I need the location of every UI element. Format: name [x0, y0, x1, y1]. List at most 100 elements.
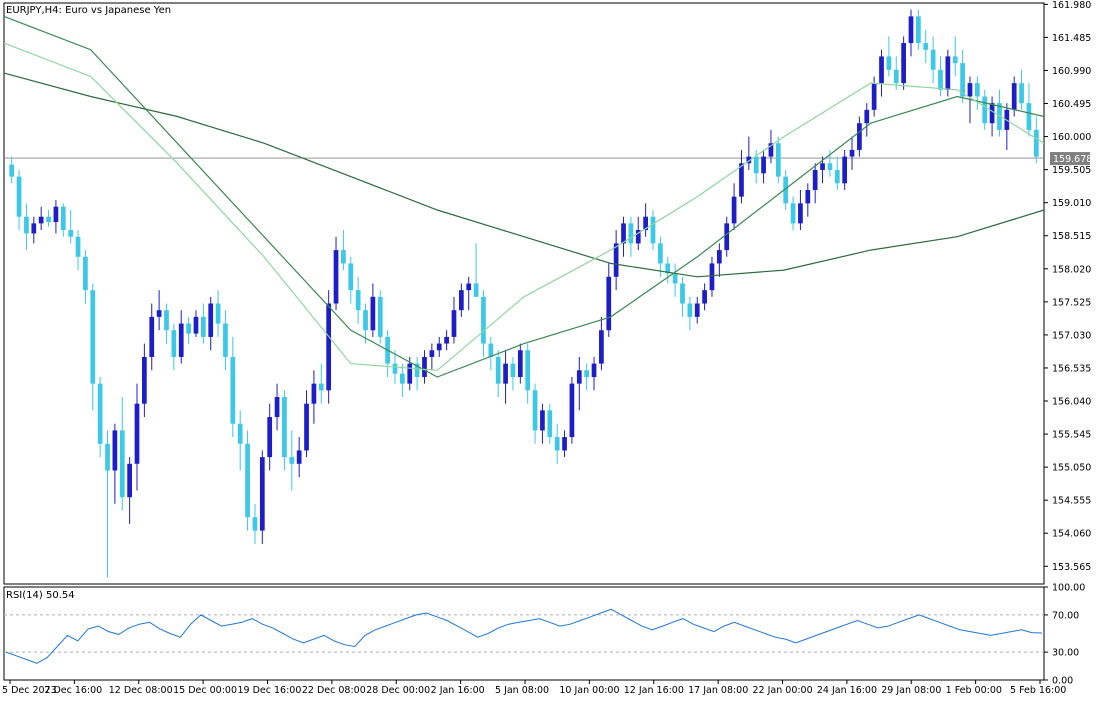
chart-title: EURJPY,H4: Euro vs Japanese Yen [6, 5, 171, 16]
bear-candle [997, 103, 1002, 130]
price-tick-label: 155.050 [1052, 463, 1091, 474]
bear-candle [237, 423, 243, 444]
bear-candle [75, 236, 81, 257]
time-tick-label: 5 Jan 08:00 [495, 685, 549, 696]
bull-candle [694, 303, 700, 317]
bull-candle [724, 223, 730, 251]
bull-candle [739, 163, 744, 197]
bull-candle [540, 410, 545, 431]
bear-candle [886, 56, 892, 70]
rsi-frame [3, 586, 1045, 681]
bear-candle [665, 263, 671, 274]
bear-candle [775, 143, 781, 177]
bull-candle [451, 310, 457, 337]
bull-candle [812, 169, 818, 190]
bear-candle [783, 176, 789, 204]
price-tick-label: 159.505 [1052, 165, 1091, 176]
bull-candle [746, 156, 752, 164]
bull-candle [871, 83, 877, 110]
bull-candle [127, 463, 132, 498]
rsi-tick-label: 30.00 [1052, 648, 1079, 659]
bull-candle [635, 230, 641, 244]
bull-candle [31, 223, 37, 234]
bear-candle [341, 250, 346, 264]
bull-candle [274, 397, 280, 418]
bear-candle [525, 350, 531, 391]
bear-candle [223, 323, 228, 357]
bear-candle [83, 256, 88, 291]
time-tick-label: 17 Jan 08:00 [688, 685, 748, 696]
moving-average-fast [3, 42, 1045, 371]
rsi-tick-label: 100.00 [1052, 583, 1085, 594]
price-tick-label: 153.565 [1052, 562, 1091, 573]
bull-candle [208, 303, 214, 337]
bull-candle [613, 243, 619, 277]
bear-candle [289, 457, 295, 464]
time-tick-label: 7 Dec 16:00 [44, 685, 102, 696]
bull-candle [1011, 83, 1017, 110]
price-tick-label: 160.495 [1052, 99, 1091, 110]
bull-candle [606, 276, 612, 331]
bull-candle [311, 383, 317, 404]
bull-candle [326, 303, 332, 391]
bear-candle [982, 96, 988, 124]
price-tick-label: 158.020 [1052, 264, 1091, 275]
time-tick-label: 1 Feb 00:00 [946, 685, 1002, 696]
price-tick-label: 157.525 [1052, 297, 1091, 308]
price-tick-label: 160.000 [1052, 132, 1091, 143]
bull-candle [702, 290, 707, 304]
bull-candle [768, 143, 774, 157]
bull-candle [304, 403, 309, 451]
bear-candle [282, 397, 287, 458]
bear-candle [510, 363, 516, 377]
bear-candle [938, 69, 943, 90]
time-tick-label: 24 Jan 16:00 [817, 685, 877, 696]
bear-candle [105, 443, 110, 471]
bull-candle [576, 370, 582, 384]
bear-candle [554, 437, 560, 451]
bear-candle [414, 363, 420, 377]
bear-candle [46, 216, 51, 223]
bull-candle [517, 350, 523, 377]
rsi-panel[interactable] [3, 586, 1045, 681]
bull-candle [370, 296, 376, 331]
price-tick-label: 156.040 [1052, 397, 1091, 408]
bull-candle [820, 163, 825, 170]
bear-candle [547, 410, 553, 438]
bull-candle [142, 356, 147, 404]
bear-candle [1033, 129, 1039, 157]
price-tick-label: 156.535 [1052, 363, 1091, 374]
bear-candle [628, 223, 634, 244]
bear-candle [532, 390, 538, 431]
time-tick-label: 5 Feb 16:00 [1010, 685, 1066, 696]
bear-candle [171, 330, 177, 357]
bull-candle [267, 417, 273, 458]
bear-candle [164, 310, 169, 331]
bear-candle [215, 303, 221, 324]
bear-candle [363, 310, 368, 331]
bear-candle [488, 343, 494, 357]
price-tick-label: 161.485 [1052, 33, 1091, 44]
bull-candle [333, 250, 339, 304]
price-tick-label: 158.515 [1052, 231, 1091, 242]
bear-candle [893, 69, 899, 84]
bull-candle [901, 43, 906, 84]
bear-candle [60, 206, 66, 231]
bull-candle [989, 103, 995, 124]
main-price-panel[interactable] [3, 2, 1045, 585]
rsi-axis: 100.00 70.00 30.00 0.00 [1044, 583, 1085, 687]
bear-candle [923, 43, 929, 50]
price-axis: 161.980 161.485 160.990 160.495 160.000 159.5… [1044, 0, 1091, 573]
bear-candle [790, 203, 796, 224]
bull-candle [259, 457, 265, 531]
price-tick-label: 160.990 [1052, 66, 1091, 77]
bear-candle [1026, 103, 1032, 130]
bear-candle [658, 243, 663, 264]
bull-candle [731, 196, 737, 224]
bull-candle [857, 123, 862, 150]
time-tick-label: 22 Dec 08:00 [302, 685, 366, 696]
bull-candle [112, 430, 118, 471]
price-tick-label: 154.060 [1052, 529, 1091, 540]
